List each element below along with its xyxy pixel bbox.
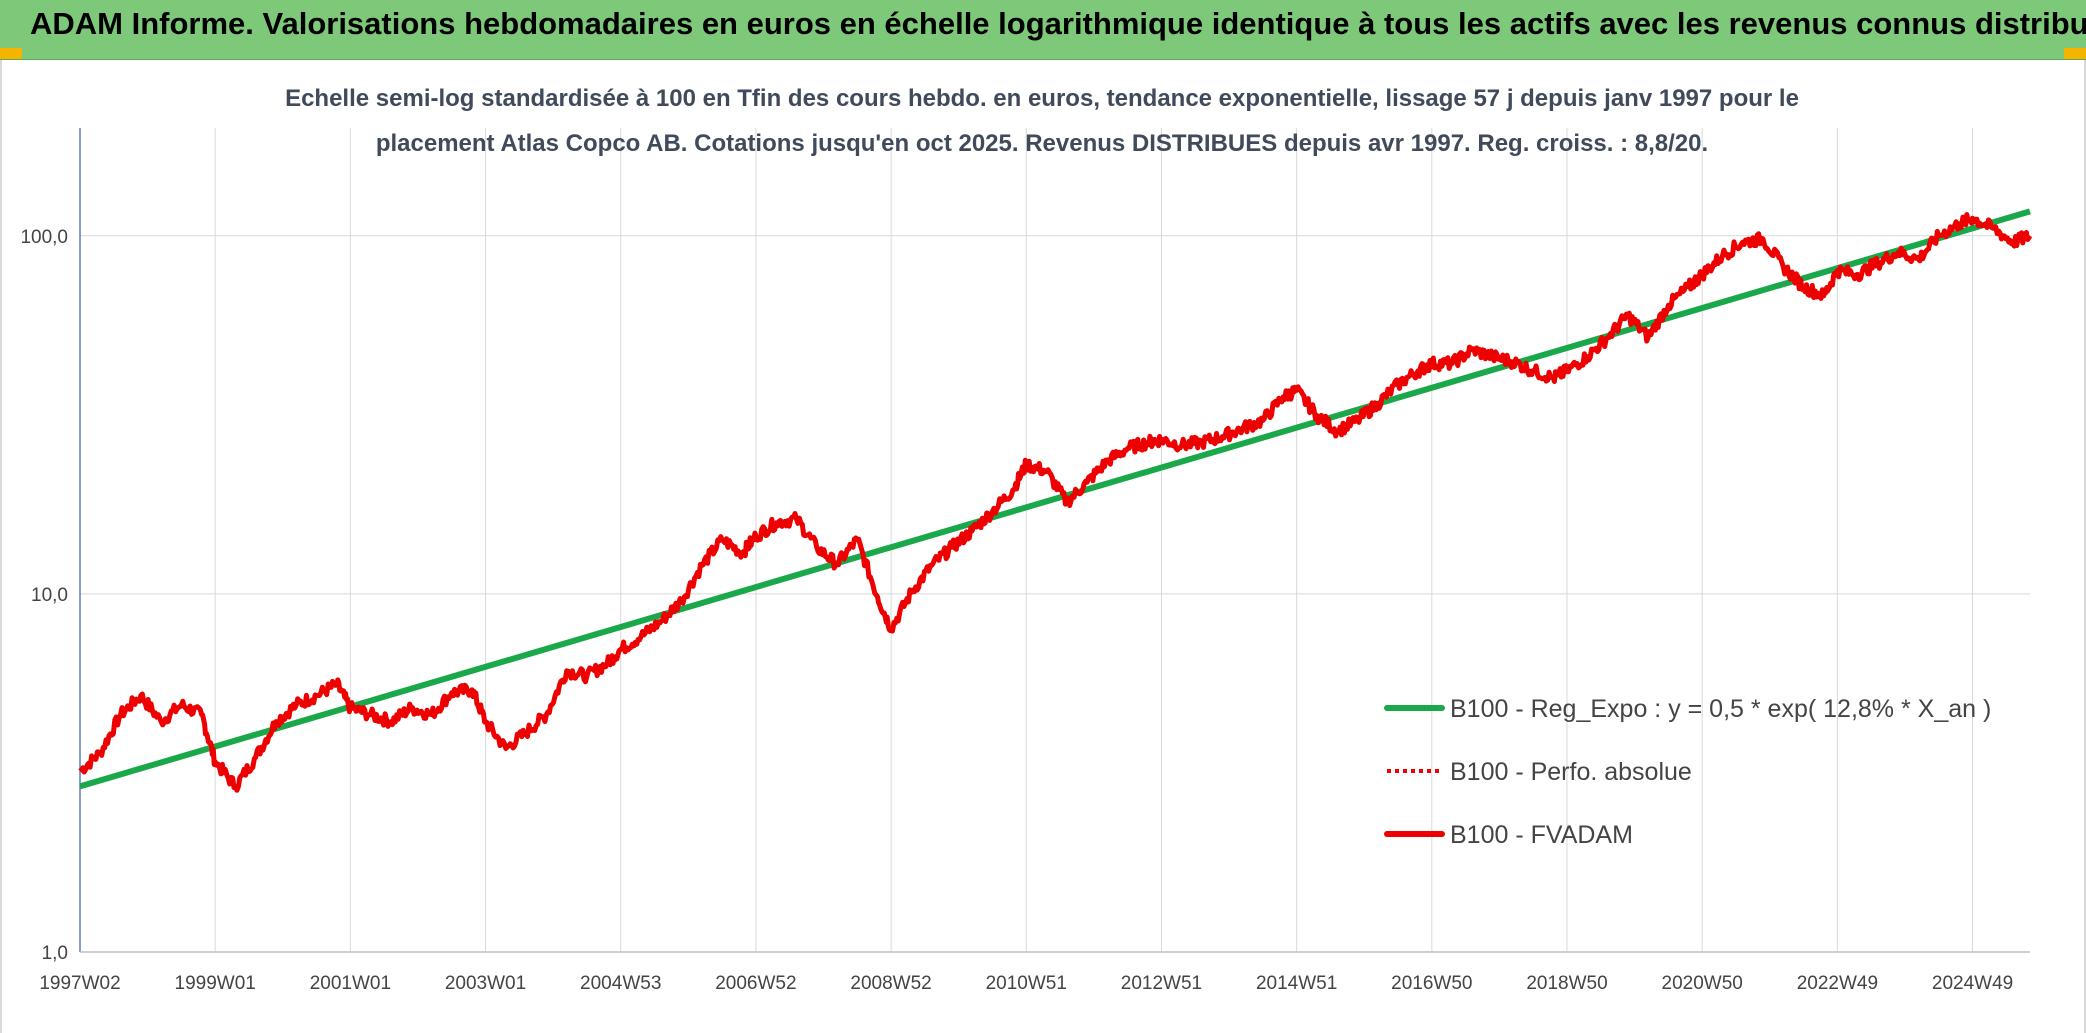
- x-tick-label: 2014W51: [1256, 973, 1337, 994]
- x-tick-label: 2020W50: [1662, 973, 1743, 994]
- x-tick-label: 2016W50: [1391, 973, 1472, 994]
- axes: [79, 128, 2030, 953]
- legend-label-perfo: B100 - Perfo. absolue: [1450, 758, 1692, 786]
- y-tick-label: 100,0: [20, 227, 68, 248]
- x-tick-label: 2004W53: [580, 973, 661, 994]
- chart-svg: Echelle semi-log standardisée à 100 en T…: [20, 85, 2033, 994]
- x-tick-labels: 1997W02 1999W01 2001W01 2003W01 2004W53 2006W…: [39, 973, 2013, 994]
- x-tick-label: 2003W01: [445, 973, 526, 994]
- x-tick-label: 2022W49: [1797, 973, 1878, 994]
- legend-label-trend: B100 - Reg_Expo : y = 0,5 * exp( 12,8% *…: [1450, 695, 1991, 723]
- legend-label-fvadam: B100 - FVADAM: [1450, 821, 1633, 849]
- x-tick-label: 2018W50: [1526, 973, 1607, 994]
- x-tick-label: 2006W52: [715, 973, 796, 994]
- y-tick-label: 1,0: [42, 943, 68, 964]
- series-trend-line: [79, 208, 2031, 790]
- legend: B100 - Reg_Expo : y = 0,5 * exp( 12,8% *…: [1384, 695, 1991, 849]
- x-tick-label: 2010W51: [986, 973, 1067, 994]
- grid-lines: [80, 128, 2030, 953]
- x-tick-label: 2024W49: [1932, 973, 2013, 994]
- corner-marker-right: [2064, 48, 2086, 59]
- x-tick-label: 1997W02: [39, 973, 120, 994]
- x-tick-label: 2012W51: [1121, 973, 1202, 994]
- corner-marker-left: [0, 48, 22, 59]
- series-fvadam-line: [78, 212, 2033, 793]
- chart-subtitle-line-1: Echelle semi-log standardisée à 100 en T…: [285, 85, 1799, 112]
- report-banner: ADAM Informe. Valorisations hebdomadaire…: [0, 0, 2086, 60]
- chart-area: Echelle semi-log standardisée à 100 en T…: [0, 60, 2086, 1033]
- x-tick-label: 1999W01: [175, 973, 256, 994]
- x-tick-label: 2008W52: [850, 973, 931, 994]
- x-tick-label: 2001W01: [310, 973, 391, 994]
- y-tick-labels: 1,0 10,0 100,0: [20, 227, 68, 964]
- chart-subtitle-line-2: placement Atlas Copco AB. Cotations jusq…: [376, 130, 1708, 157]
- y-tick-label: 10,0: [31, 585, 68, 606]
- series-lines: [78, 208, 2033, 793]
- report-title: ADAM Informe. Valorisations hebdomadaire…: [30, 6, 2086, 41]
